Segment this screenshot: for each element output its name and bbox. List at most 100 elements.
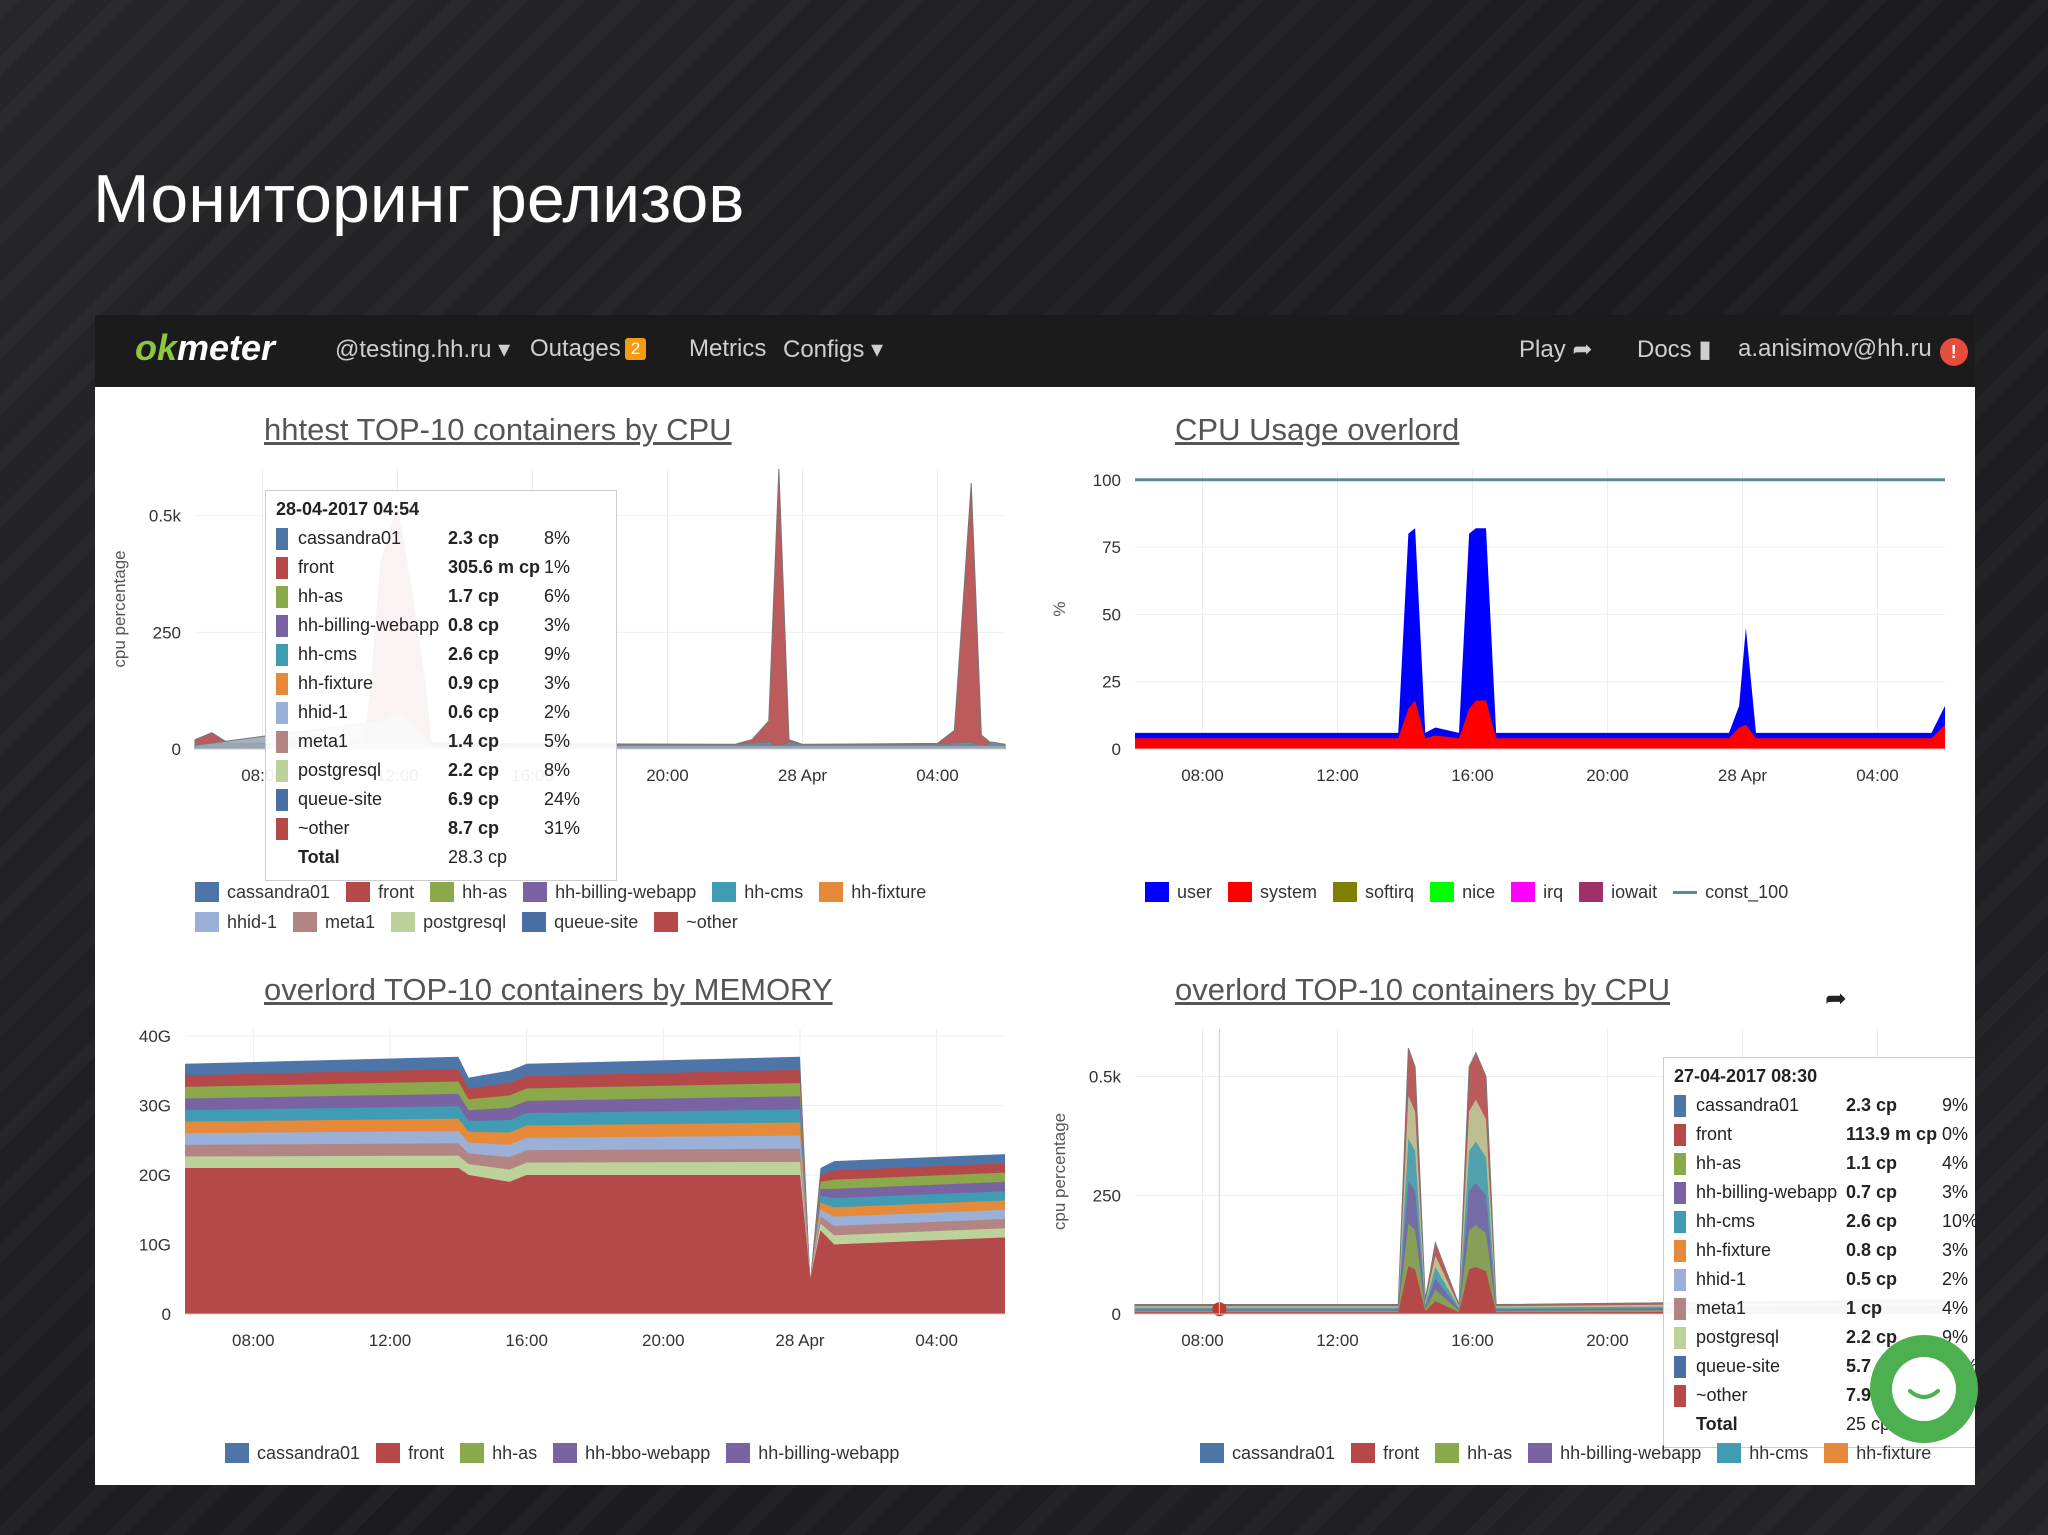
- tooltip-row: ~other 8.7 cp 31%: [276, 814, 606, 843]
- legend-item-meta1[interactable]: meta1: [293, 909, 375, 935]
- legend-item-hh-bbo-webapp[interactable]: hh-bbo-webapp: [553, 1440, 710, 1466]
- tooltip-swatch: [1674, 1210, 1686, 1233]
- legend-swatch: [376, 1443, 401, 1463]
- legend-item-irq[interactable]: irq: [1511, 879, 1563, 905]
- panel-title[interactable]: hhtest TOP-10 containers by CPU: [264, 412, 732, 447]
- x-tick-label: 12:00: [369, 1331, 412, 1350]
- legend-item-cassandra01[interactable]: cassandra01: [195, 879, 330, 905]
- legend-item-queue-site[interactable]: queue-site: [522, 909, 638, 935]
- tooltip-row: hh-as 1.7 cp 6%: [276, 582, 606, 611]
- share-icon[interactable]: ➦: [1825, 983, 1847, 1013]
- outages-link[interactable]: Outages 2: [530, 335, 647, 363]
- legend-item-system[interactable]: system: [1228, 879, 1317, 905]
- x-tick-label: 08:00: [1181, 1331, 1224, 1350]
- legend-item-cassandra01[interactable]: cassandra01: [225, 1440, 360, 1466]
- legend-item-front[interactable]: front: [346, 879, 414, 905]
- tooltip-row: hh-fixture 0.9 cp 3%: [276, 669, 606, 698]
- tooltip-row: postgresql 2.2 cp 9%: [1674, 1323, 1975, 1352]
- legend-item-cassandra01[interactable]: cassandra01: [1200, 1440, 1335, 1466]
- legend-item-hh-as[interactable]: hh-as: [460, 1440, 537, 1466]
- tooltip-series-value: 0.5 cp: [1846, 1269, 1898, 1289]
- legend-item-softirq[interactable]: softirq: [1333, 879, 1414, 905]
- legend-item-hh-cms[interactable]: hh-cms: [1717, 1440, 1808, 1466]
- outages-count-badge: 2: [624, 338, 647, 360]
- panel-overlord-memory: overlord TOP-10 containers by MEMORY 0 10…: [95, 947, 1035, 1485]
- legend-item-postgresql[interactable]: postgresql: [391, 909, 506, 935]
- tooltip-series-name: meta1: [1696, 1298, 1747, 1318]
- project-dropdown[interactable]: @testing.hh.ru ▾: [335, 336, 511, 363]
- tooltip-date: 27-04-2017 08:30: [1674, 1066, 1818, 1086]
- legend-item-hh-as[interactable]: hh-as: [1435, 1440, 1512, 1466]
- tooltip-series-value: 1.4 cp: [448, 731, 500, 751]
- tooltip-row: hhid-1 0.6 cp 2%: [276, 698, 606, 727]
- docs-link[interactable]: Docs ▮: [1637, 335, 1712, 364]
- panel-title[interactable]: overlord TOP-10 containers by CPU: [1175, 972, 1671, 1007]
- tooltip-swatch: [1674, 1384, 1686, 1407]
- legend-item-front[interactable]: front: [376, 1440, 444, 1466]
- tooltip-row: cassandra01 2.3 cp 8%: [276, 524, 606, 553]
- tooltip-swatch: [1674, 1152, 1686, 1175]
- x-tick-label: 20:00: [646, 766, 689, 785]
- legend-label: front: [378, 881, 415, 902]
- logo-ok: ok: [135, 327, 178, 368]
- legend-label: hh-fixture: [851, 881, 927, 902]
- legend-label: hh-cms: [1749, 1442, 1809, 1463]
- configs-dropdown[interactable]: Configs ▾: [783, 336, 884, 363]
- tooltip-series-name: front: [1696, 1124, 1733, 1144]
- y-tick-label: 40G: [139, 1027, 171, 1046]
- y-tick-label: 0.5k: [149, 507, 182, 526]
- chat-smile-icon: [1908, 1389, 1940, 1399]
- y-tick-label: 20G: [139, 1166, 171, 1185]
- tooltip-series-pct: 31%: [544, 818, 581, 838]
- legend-item-const-100[interactable]: const_100: [1673, 879, 1788, 905]
- legend-item-hh-cms[interactable]: hh-cms: [712, 879, 803, 905]
- legend-swatch: [1430, 882, 1455, 902]
- legend-swatch: [1435, 1443, 1460, 1463]
- tooltip-swatch: [1674, 1268, 1686, 1291]
- legend-item-nice[interactable]: nice: [1430, 879, 1495, 905]
- legend-label: queue-site: [554, 911, 639, 932]
- legend-item-iowait[interactable]: iowait: [1579, 879, 1657, 905]
- legend-swatch: [1824, 1443, 1849, 1463]
- y-tick-label: 10G: [139, 1235, 171, 1254]
- play-link[interactable]: Play ➦: [1519, 336, 1593, 363]
- legend-swatch: [1228, 882, 1253, 902]
- x-tick-label: 28 Apr: [1718, 766, 1767, 785]
- legend-item-front[interactable]: front: [1351, 1440, 1419, 1466]
- tooltip-swatch: [1674, 1297, 1686, 1320]
- user-menu[interactable]: a.anisimov@hh.ru!: [1738, 335, 1968, 366]
- legend-label: hh-billing-webapp: [1560, 1442, 1702, 1463]
- user-email: a.anisimov@hh.ru: [1738, 335, 1932, 362]
- chart-cpu-usage: 0 25 50 75 100 08:00 12:00 16:00 20:00 28 Apr 04:0…: [1050, 469, 1945, 785]
- tooltip-series-pct: 2%: [544, 702, 571, 722]
- legend-swatch: [712, 882, 737, 902]
- tooltip-series-name: queue-site: [1696, 1356, 1781, 1376]
- legend-label: hh-as: [492, 1442, 538, 1463]
- panel-title[interactable]: overlord TOP-10 containers by MEMORY: [264, 972, 833, 1007]
- tooltip-total-label: Total: [1696, 1414, 1738, 1434]
- legend-item-hh-billing-webapp[interactable]: hh-billing-webapp: [726, 1440, 899, 1466]
- tooltip-series-value: 0.9 cp: [448, 673, 500, 693]
- alert-icon[interactable]: !: [1939, 338, 1968, 366]
- okmeter-logo[interactable]: okmeter: [135, 327, 275, 369]
- y-tick-label: 75: [1102, 538, 1121, 557]
- metrics-link[interactable]: Metrics: [689, 335, 767, 362]
- legend-item-hh-fixture[interactable]: hh-fixture: [1824, 1440, 1931, 1466]
- legend-item-hh-as[interactable]: hh-as: [430, 879, 507, 905]
- tooltip-series-value: 2.6 cp: [448, 644, 500, 664]
- tooltip-series-pct: 3%: [1942, 1182, 1969, 1202]
- x-tick-label: 04:00: [916, 766, 959, 785]
- legend-item-hhid-1[interactable]: hhid-1: [195, 909, 277, 935]
- chart-overlord-memory: 0 10G 20G 30G 40G 08:00 12:00 16:00 20:00 28 Apr 0…: [139, 1027, 1005, 1350]
- legend-item-hh-billing-webapp[interactable]: hh-billing-webapp: [523, 879, 696, 905]
- legend-item-hh-fixture[interactable]: hh-fixture: [819, 879, 926, 905]
- x-tick-label: 20:00: [642, 1331, 685, 1350]
- panel-title[interactable]: CPU Usage overlord: [1175, 412, 1460, 447]
- legend-item-user[interactable]: user: [1145, 879, 1212, 905]
- tooltip-swatch: [1674, 1355, 1686, 1378]
- legend-label: const_100: [1705, 881, 1789, 902]
- legend-item-hh-billing-webapp[interactable]: hh-billing-webapp: [1528, 1440, 1701, 1466]
- chat-widget-button[interactable]: [1870, 1335, 1978, 1443]
- legend-item-other[interactable]: ~other: [654, 909, 738, 935]
- tooltip-series-value: 2.2 cp: [448, 760, 500, 780]
